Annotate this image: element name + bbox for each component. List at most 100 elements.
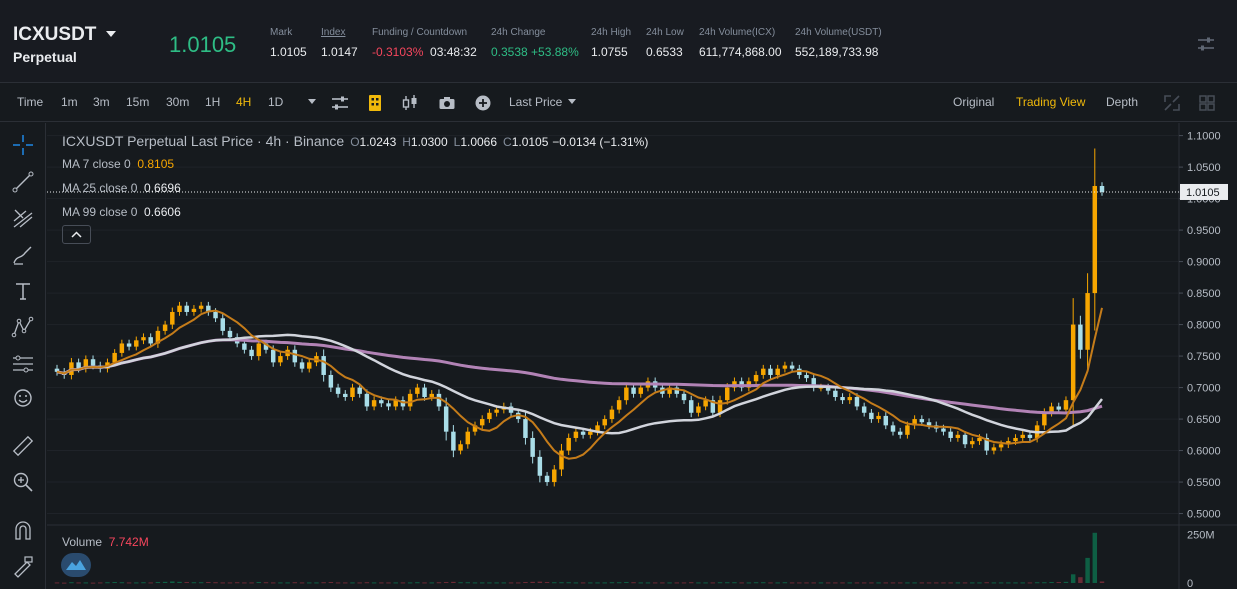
funding-rate: -0.3103% [372, 45, 424, 59]
fullscreen-icon[interactable] [1163, 94, 1181, 112]
brush-icon[interactable] [11, 243, 35, 267]
magnet-icon[interactable] [11, 519, 35, 543]
chevron-down-icon[interactable] [106, 31, 117, 37]
funding-countdown: 03:48:32 [430, 45, 477, 59]
tradingview-logo[interactable] [61, 553, 91, 577]
ruler-icon[interactable] [11, 434, 35, 458]
price-tick-label: 0.5500 [1187, 477, 1221, 489]
candle-body [624, 387, 629, 401]
volume-bar [631, 582, 636, 584]
candle-body [905, 425, 910, 435]
candle-body [631, 387, 636, 394]
candle-body [955, 434, 961, 438]
price-type-label[interactable]: Last Price [509, 95, 563, 109]
indicator-settings-icon[interactable] [331, 94, 349, 112]
view-original[interactable]: Original [953, 95, 995, 109]
candle-body [595, 425, 600, 432]
candle-body [54, 368, 60, 372]
volume-bar [162, 581, 168, 583]
trend-line-icon[interactable] [11, 170, 35, 194]
price-type-select[interactable]: Last Price [509, 95, 577, 109]
candlestick-chart[interactable]: 1.10001.05001.00000.95000.90000.85000.80… [47, 123, 1237, 589]
candle-body [494, 409, 499, 413]
candle-body [912, 419, 917, 426]
stat-index[interactable]: Index 1.0147 [321, 27, 358, 59]
candle-body [213, 311, 218, 319]
price-chart[interactable]: 1.10001.05001.00000.95000.90000.85000.80… [47, 123, 1237, 589]
legend-collapse-button[interactable] [62, 225, 91, 244]
volume-bar [516, 582, 521, 584]
interval-more[interactable] [302, 95, 316, 109]
candle-body [364, 393, 370, 407]
candle-body [112, 352, 117, 363]
candle-body [415, 387, 420, 394]
ma-value: 0.6696 [144, 181, 181, 195]
volume-bar [595, 582, 600, 584]
pattern-icon[interactable] [11, 315, 35, 339]
ohlc-open-label: O [350, 135, 360, 149]
volume-bar [177, 581, 182, 583]
stat-label: Funding / Countdown [372, 27, 468, 38]
interval-time[interactable]: Time [17, 95, 44, 109]
sliders-icon[interactable] [1197, 36, 1215, 52]
interval-1h[interactable]: 1H [205, 95, 221, 109]
lock-pencil-icon[interactable] [11, 554, 35, 578]
candle-body [559, 450, 564, 470]
zoom-in-icon[interactable] [11, 470, 35, 494]
interval-1d[interactable]: 1D [268, 95, 284, 109]
volume-bar [1085, 557, 1090, 583]
interval-4h[interactable]: 4H [236, 95, 252, 109]
candle-body [429, 393, 434, 398]
prediction-icon[interactable] [11, 352, 35, 376]
candle-body [897, 431, 903, 435]
volume-bar [746, 582, 752, 584]
volume-bar [559, 582, 564, 584]
candlestick-icon[interactable] [401, 94, 419, 112]
candle-body [436, 393, 442, 407]
stat-24h-change: 24h Change 0.3538 +53.88% [491, 27, 579, 59]
pitchfork-icon[interactable] [11, 206, 35, 230]
interval-15m[interactable]: 15m [126, 95, 150, 109]
chart-grid [47, 135, 1179, 515]
volume-bar [638, 582, 643, 584]
candle-body [1099, 185, 1105, 192]
volume-bar [833, 582, 838, 584]
chevron-down-icon[interactable] [308, 99, 316, 104]
volume-bar [206, 582, 211, 584]
interval-1m[interactable]: 1m [61, 95, 78, 109]
candle-body [386, 403, 391, 407]
volume-bar [429, 582, 434, 584]
volume-bar [523, 582, 528, 584]
smiley-icon[interactable] [11, 386, 35, 410]
candle-body [616, 400, 622, 410]
stat-label[interactable]: Index [321, 27, 346, 38]
view-depth[interactable]: Depth [1106, 95, 1139, 109]
candle-body [926, 422, 932, 426]
ohlc-low: 1.0066 [460, 135, 498, 149]
stat-24h-volume-usdt: 24h Volume(USDT) 552,189,733.98 [795, 27, 882, 59]
crosshair-icon[interactable] [11, 133, 35, 157]
volume-bar [962, 582, 968, 584]
volume-bar [789, 582, 795, 584]
candle-body [299, 362, 305, 369]
volume-bar [155, 582, 161, 584]
building-icon[interactable] [366, 94, 384, 112]
layout-grid-icon[interactable] [1198, 94, 1216, 112]
interval-30m[interactable]: 30m [166, 95, 190, 109]
volume-bar [948, 582, 953, 584]
view-trading-view[interactable]: Trading View [1016, 95, 1086, 109]
candle-body [126, 343, 132, 347]
plus-circle-icon[interactable] [474, 94, 492, 112]
symbol-selector[interactable]: ICXUSDT Perpetual [13, 24, 117, 65]
volume-bar [1070, 574, 1076, 583]
ohlc-high: 1.0300 [410, 135, 448, 149]
chevron-down-icon[interactable] [568, 99, 577, 104]
price-tick-label: 0.9500 [1187, 225, 1221, 237]
text-tool-icon[interactable] [11, 279, 35, 303]
candle-body [941, 428, 946, 432]
price-tick-label: 0.5000 [1187, 509, 1221, 521]
interval-3m[interactable]: 3m [93, 95, 110, 109]
camera-icon[interactable] [438, 94, 456, 112]
symbol-name[interactable]: ICXUSDT [13, 24, 97, 45]
chevron-up-icon[interactable] [63, 226, 90, 243]
